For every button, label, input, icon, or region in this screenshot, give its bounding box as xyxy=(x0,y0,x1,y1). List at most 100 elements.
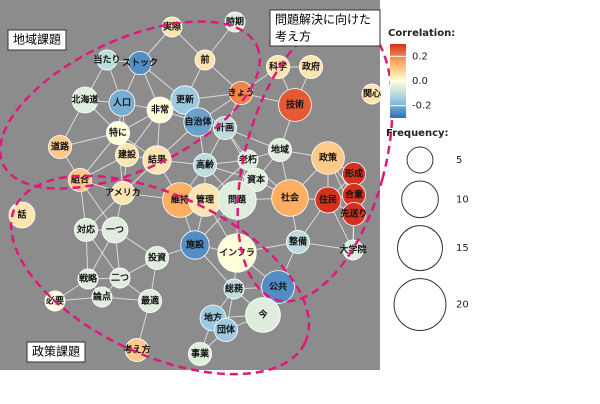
node xyxy=(228,81,253,106)
node-label: 政策 xyxy=(319,152,338,164)
node xyxy=(278,88,312,122)
group-label: 政策課題 xyxy=(32,344,80,359)
node xyxy=(311,141,345,175)
size-legend-circle xyxy=(397,225,443,272)
node-label: 戦略 xyxy=(79,273,98,285)
node-label: 論点 xyxy=(93,291,111,303)
legend-title: Frequency: xyxy=(386,128,449,139)
node xyxy=(101,216,129,244)
node xyxy=(298,55,323,80)
size-legend-label: 5 xyxy=(456,155,462,166)
node xyxy=(127,51,152,76)
node xyxy=(285,229,310,254)
colorbar-tick-label: -0.2 xyxy=(412,101,432,112)
size-legend-label: 10 xyxy=(456,194,469,205)
colorbar-tick-label: 0.0 xyxy=(412,76,428,87)
node-label: 形成 xyxy=(345,168,363,180)
node-label: 人口 xyxy=(112,97,131,109)
node xyxy=(111,180,136,205)
node-label: 施設 xyxy=(186,239,205,251)
node xyxy=(109,267,131,289)
size-legend-label: 15 xyxy=(456,243,469,254)
node-label: 総務 xyxy=(225,283,244,295)
node xyxy=(271,179,309,217)
node-label: 今 xyxy=(257,309,268,321)
size-legend-label: 20 xyxy=(456,300,469,311)
node-label: 大学院 xyxy=(339,244,366,256)
node-label: 合意 xyxy=(345,189,363,201)
node-label: 考え方 xyxy=(123,344,150,356)
node xyxy=(96,49,118,71)
node-label: 技術 xyxy=(286,99,304,111)
group-outline xyxy=(0,20,262,190)
group-outline xyxy=(9,174,311,376)
node xyxy=(137,288,162,313)
node xyxy=(146,96,174,124)
node-label: 前 xyxy=(200,54,209,66)
node-label: 高齢 xyxy=(196,159,215,171)
node xyxy=(71,86,99,114)
size-legend-circle xyxy=(401,180,439,219)
node-label: 公共 xyxy=(269,281,287,293)
node xyxy=(144,245,169,270)
node xyxy=(245,297,281,333)
node-label: 先送り xyxy=(340,208,367,220)
node xyxy=(108,89,136,117)
node-label: 資本 xyxy=(247,174,266,186)
node-label: 政府 xyxy=(302,61,320,73)
node-label: ストック xyxy=(122,58,158,69)
node xyxy=(74,217,99,242)
node-label: 地域 xyxy=(271,144,289,156)
node xyxy=(187,341,212,366)
node-label: 当たり xyxy=(93,54,120,66)
node xyxy=(106,121,131,146)
node xyxy=(261,270,295,304)
node xyxy=(361,83,383,105)
node-label: 話 xyxy=(17,209,26,221)
node-label: 対応 xyxy=(76,224,95,236)
group-label: 地域課題 xyxy=(13,32,61,47)
node xyxy=(224,11,246,33)
group-box xyxy=(26,341,86,363)
node-label: 建設 xyxy=(118,149,137,161)
node xyxy=(8,201,36,229)
plot-background xyxy=(0,0,380,370)
node xyxy=(91,286,113,308)
node-label: 関心 xyxy=(363,89,381,100)
node xyxy=(237,149,259,171)
node-label: 最適 xyxy=(141,295,159,307)
node-label: 投資 xyxy=(148,252,166,264)
group-box xyxy=(7,29,67,51)
node-label: 非常 xyxy=(151,104,169,116)
node xyxy=(192,152,217,177)
node-label: 社会 xyxy=(280,192,300,204)
node-label: 団体 xyxy=(217,324,236,336)
node-label: 住民 xyxy=(319,194,337,206)
node-label: きょう xyxy=(227,88,254,99)
node-label: 一つ xyxy=(106,226,124,236)
group-label: 考え方 xyxy=(275,29,311,44)
node-label: 維持 xyxy=(171,194,189,206)
colorbar-tick-label: 0.2 xyxy=(412,51,428,62)
size-legend-circle xyxy=(393,278,447,331)
node xyxy=(183,107,213,137)
group-label: 問題解決に向けた xyxy=(275,12,371,27)
node xyxy=(212,116,237,141)
node-label: 整備 xyxy=(288,236,307,248)
group-box xyxy=(269,9,381,47)
node xyxy=(170,85,200,115)
node-label: 更新 xyxy=(176,94,194,106)
node xyxy=(180,230,210,260)
node xyxy=(267,137,292,162)
node-label: 事業 xyxy=(191,348,210,360)
node-label: 特に xyxy=(109,127,127,139)
node-label: 北海道 xyxy=(71,94,98,106)
node xyxy=(217,233,257,273)
node xyxy=(194,49,216,71)
node-label: 二つ xyxy=(111,274,129,284)
node xyxy=(314,186,342,214)
node xyxy=(48,134,73,159)
legend-title: Correlation: xyxy=(388,28,455,39)
size-legend-circle xyxy=(406,146,434,174)
node xyxy=(115,142,140,167)
